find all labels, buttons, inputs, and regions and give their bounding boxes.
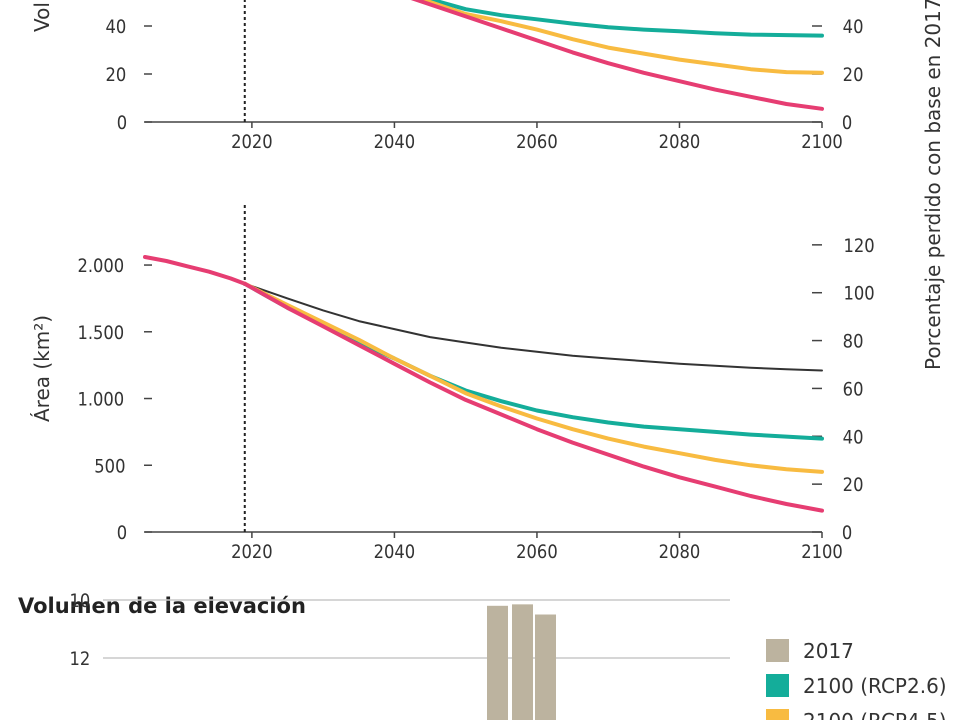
y-tick-label: 2.000 xyxy=(77,256,124,277)
y-tick-label: 500 xyxy=(94,456,125,477)
x-tick-label: 2100 xyxy=(801,132,843,153)
x-tick-label: 2060 xyxy=(516,542,558,563)
elevation-bars xyxy=(487,604,556,720)
area-y-ticks: 0 500 1.000 1.500 2.000 xyxy=(77,256,152,544)
y-tick-label: 40 xyxy=(106,17,127,38)
x-tick-label: 2040 xyxy=(374,132,416,153)
right-tick-label: 0 xyxy=(842,523,852,544)
legend-label: 2017 xyxy=(803,639,854,663)
x-tick-label: 2020 xyxy=(231,132,273,153)
x-tick-label: 2020 xyxy=(231,542,273,563)
area-y-axis-label: Área (km²) xyxy=(30,315,54,422)
right-tick-label: 20 xyxy=(843,65,864,86)
y-tick-label: 1.500 xyxy=(77,323,124,344)
volume-y-axis-label: Vol xyxy=(30,2,54,32)
x-tick-label: 2080 xyxy=(659,542,701,563)
right-tick-label: 120 xyxy=(844,236,875,257)
area-x-ticks: 2020 2040 2060 2080 2100 xyxy=(231,532,843,563)
right-tick-label: 60 xyxy=(843,379,864,400)
bar-y-tick-label: 12 xyxy=(70,649,91,670)
series-line-rcp45 xyxy=(417,0,824,75)
elevation-legend: 2017 2100 (RCP2.6) 2100 (RCP4.5) xyxy=(766,639,947,720)
bar-2017 xyxy=(535,614,556,720)
legend-swatch-rcp45 xyxy=(766,709,789,720)
x-tick-label: 2100 xyxy=(801,542,843,563)
right-tick-label: 100 xyxy=(844,284,875,305)
y-tick-label: 0 xyxy=(117,523,127,544)
area-series xyxy=(143,255,824,513)
x-tick-label: 2060 xyxy=(516,132,558,153)
series-line-history xyxy=(143,255,247,286)
area-right-y-ticks: 0 20 40 60 80 100 120 xyxy=(812,236,875,544)
volume-x-ticks: 2020 2040 2060 2080 2100 xyxy=(231,122,843,153)
right-tick-label: 20 xyxy=(843,475,864,496)
right-axis-label: Porcentaje perdido con base en 2017 xyxy=(921,0,945,370)
legend-swatch-bar2017 xyxy=(766,639,789,662)
series-line-rcp85 xyxy=(410,0,824,111)
y-tick-label: 20 xyxy=(106,65,127,86)
bar-y-tick-label: 10 xyxy=(70,591,91,612)
legend-label: 2100 (RCP4.5) xyxy=(803,709,947,720)
elevation-volume-chart: Volumen de la elevación 10 12 2017 2100 (R… xyxy=(18,591,947,720)
volume-right-y-ticks: 0 20 40 xyxy=(812,17,863,134)
bar-2017 xyxy=(512,604,533,720)
series-line-rcp85 xyxy=(242,281,824,513)
x-tick-label: 2080 xyxy=(659,132,701,153)
series-line-rcp26 xyxy=(425,0,824,38)
right-tick-label: 40 xyxy=(843,17,864,38)
legend-swatch-rcp26 xyxy=(766,674,789,697)
bar-2017 xyxy=(487,605,508,720)
y-tick-label: 1.000 xyxy=(77,389,124,410)
x-tick-label: 2040 xyxy=(374,542,416,563)
right-tick-label: 40 xyxy=(843,427,864,448)
series-line-rcp45 xyxy=(242,281,824,474)
elevation-volume-title: Volumen de la elevación xyxy=(18,594,306,618)
series-line-baseline xyxy=(243,282,823,372)
right-tick-label: 0 xyxy=(842,113,852,134)
y-tick-label: 0 xyxy=(117,113,127,134)
volume-y-ticks: 0 20 40 xyxy=(106,17,152,134)
elevation-gridlines: 10 12 xyxy=(70,591,730,670)
volume-series xyxy=(410,0,824,111)
right-tick-label: 80 xyxy=(843,331,864,352)
legend-label: 2100 (RCP2.6) xyxy=(803,674,947,698)
